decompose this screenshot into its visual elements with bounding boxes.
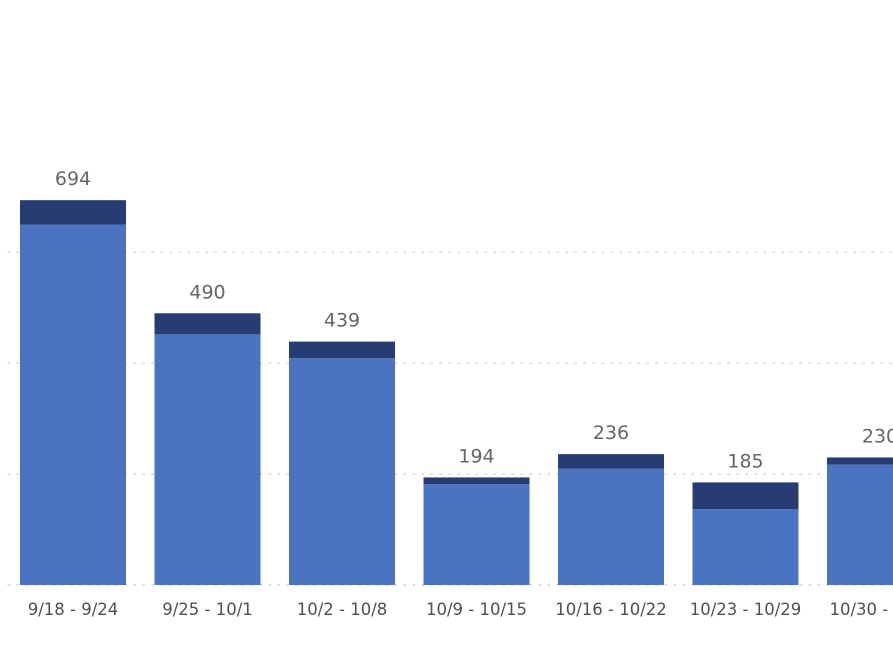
bar-segment-primary[interactable]	[558, 468, 664, 585]
bar-total-label: 694	[55, 168, 91, 190]
bar-segment-secondary[interactable]	[692, 482, 799, 510]
x-tick-label: 10/23 - 10/29	[690, 600, 802, 619]
bar-segment-secondary[interactable]	[289, 341, 395, 359]
bar-total-label: 230	[862, 425, 893, 447]
bar-total-label: 439	[324, 310, 360, 332]
bar-segment-secondary[interactable]	[20, 200, 126, 225]
x-tick-label: 10/30 - 11/5	[829, 600, 893, 619]
bar-segment-primary[interactable]	[154, 334, 261, 585]
bar-segment-primary[interactable]	[289, 358, 395, 585]
x-axis: 9/18 - 9/24 9/25 - 10/1 10/2 - 10/8 10/9 - …	[28, 600, 893, 619]
bar-total-label: 490	[189, 281, 225, 303]
bar-segment-secondary[interactable]	[558, 454, 664, 469]
x-tick-label: 10/2 - 10/8	[297, 600, 388, 619]
bar-segment-primary[interactable]	[827, 464, 893, 585]
bar-segment-secondary[interactable]	[423, 477, 530, 485]
bars	[20, 200, 893, 585]
bar-segment-primary[interactable]	[423, 484, 530, 585]
x-tick-label: 9/25 - 10/1	[162, 600, 253, 619]
bar-segment-secondary[interactable]	[154, 313, 261, 335]
x-tick-label: 9/18 - 9/24	[28, 600, 119, 619]
bar-segment-secondary[interactable]	[827, 457, 893, 465]
x-tick-label: 10/9 - 10/15	[426, 600, 527, 619]
bar-total-label: 185	[727, 450, 763, 472]
data-labels: 694 490 439 194 236 185 230	[55, 168, 893, 472]
x-tick-label: 10/16 - 10/22	[555, 600, 667, 619]
bar-segment-primary[interactable]	[20, 224, 126, 585]
bar-segment-primary[interactable]	[692, 509, 799, 585]
bar-total-label: 236	[593, 422, 629, 444]
bar-total-label: 194	[458, 445, 494, 467]
